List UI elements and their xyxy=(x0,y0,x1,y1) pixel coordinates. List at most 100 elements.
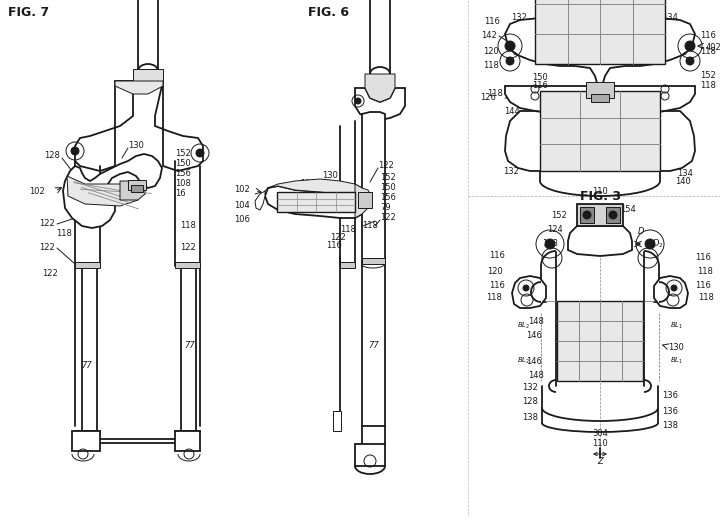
Text: 116: 116 xyxy=(489,281,505,290)
Text: 120: 120 xyxy=(483,46,499,56)
Polygon shape xyxy=(512,276,546,308)
Text: 108: 108 xyxy=(175,179,191,188)
Circle shape xyxy=(196,149,204,157)
Text: 152: 152 xyxy=(700,72,716,80)
Text: FIG. 8: FIG. 8 xyxy=(580,5,621,18)
Polygon shape xyxy=(505,18,695,89)
Polygon shape xyxy=(255,191,265,210)
Text: 122: 122 xyxy=(380,214,396,222)
Polygon shape xyxy=(265,186,362,218)
Polygon shape xyxy=(597,102,603,121)
Text: 132: 132 xyxy=(522,383,538,392)
Text: $BL_1$: $BL_1$ xyxy=(670,356,683,366)
Text: 102: 102 xyxy=(30,187,45,196)
Text: 116: 116 xyxy=(695,281,711,290)
Text: 77: 77 xyxy=(184,341,195,350)
Text: 116: 116 xyxy=(695,254,711,262)
Text: 140: 140 xyxy=(675,177,690,187)
Circle shape xyxy=(71,147,79,155)
Circle shape xyxy=(685,41,695,51)
Text: 118: 118 xyxy=(487,89,503,98)
Text: 118: 118 xyxy=(180,221,196,230)
Text: 132: 132 xyxy=(503,167,519,176)
Text: Z: Z xyxy=(597,457,603,466)
Text: 118: 118 xyxy=(700,82,716,90)
Bar xyxy=(586,82,614,98)
Bar xyxy=(333,411,341,431)
Bar xyxy=(133,69,163,81)
Text: 118: 118 xyxy=(698,294,714,302)
Text: 122: 122 xyxy=(40,219,55,228)
Circle shape xyxy=(505,41,515,51)
Bar xyxy=(591,94,609,102)
Text: 128: 128 xyxy=(522,397,538,406)
Text: 304: 304 xyxy=(592,430,608,439)
Circle shape xyxy=(355,98,361,104)
Bar xyxy=(340,262,355,268)
Polygon shape xyxy=(72,431,100,451)
Text: 116: 116 xyxy=(484,16,500,25)
Text: 132: 132 xyxy=(511,13,527,22)
Polygon shape xyxy=(265,179,362,201)
Polygon shape xyxy=(597,89,603,108)
Polygon shape xyxy=(365,74,395,102)
Polygon shape xyxy=(505,111,695,171)
Text: 77: 77 xyxy=(81,361,92,370)
Text: 136: 136 xyxy=(545,11,561,19)
Text: 108: 108 xyxy=(587,11,603,19)
Text: 122: 122 xyxy=(180,244,196,252)
Polygon shape xyxy=(63,154,162,228)
Polygon shape xyxy=(75,81,133,171)
Text: 118: 118 xyxy=(700,46,716,56)
Text: 110: 110 xyxy=(592,440,608,449)
Text: 146: 146 xyxy=(526,357,542,366)
Text: 144: 144 xyxy=(504,106,520,116)
Text: 79: 79 xyxy=(380,204,391,213)
Text: 104: 104 xyxy=(234,201,250,210)
Polygon shape xyxy=(120,181,145,200)
Text: 118: 118 xyxy=(486,294,502,302)
Text: 77: 77 xyxy=(369,341,379,350)
Text: 122: 122 xyxy=(378,161,394,170)
Circle shape xyxy=(671,285,677,291)
Text: 152: 152 xyxy=(175,149,191,158)
Polygon shape xyxy=(355,184,372,218)
Text: 146: 146 xyxy=(526,331,542,340)
Text: 136: 136 xyxy=(630,11,646,19)
Polygon shape xyxy=(654,276,688,308)
Bar xyxy=(277,192,355,212)
Bar xyxy=(128,180,146,190)
Bar xyxy=(606,207,620,223)
Text: 130: 130 xyxy=(322,171,338,180)
Text: 150: 150 xyxy=(532,74,548,83)
Text: 156: 156 xyxy=(380,194,396,203)
Text: 116: 116 xyxy=(700,32,716,41)
Text: 138: 138 xyxy=(522,413,538,422)
Text: 118: 118 xyxy=(483,62,499,70)
Text: 118: 118 xyxy=(697,267,713,276)
Text: 118: 118 xyxy=(362,221,378,230)
Text: 108: 108 xyxy=(598,206,614,215)
Text: 116: 116 xyxy=(489,251,505,260)
Circle shape xyxy=(506,57,514,65)
Text: 130: 130 xyxy=(128,141,144,150)
Text: 152: 152 xyxy=(380,174,396,183)
Circle shape xyxy=(583,211,591,219)
Text: 122: 122 xyxy=(40,244,55,252)
Text: 142: 142 xyxy=(481,32,497,41)
Text: 138: 138 xyxy=(662,421,678,430)
Bar xyxy=(535,0,665,64)
Text: 110: 110 xyxy=(592,187,608,196)
Bar xyxy=(75,262,100,268)
Text: 150: 150 xyxy=(380,184,396,193)
Text: 136: 136 xyxy=(662,407,678,416)
Text: FIG. 6: FIG. 6 xyxy=(308,5,349,18)
Bar xyxy=(580,207,594,223)
Text: 154: 154 xyxy=(620,206,636,215)
Text: 102: 102 xyxy=(234,186,250,195)
Text: 16: 16 xyxy=(175,189,186,198)
Bar xyxy=(131,185,143,192)
Text: 122: 122 xyxy=(330,234,346,242)
Circle shape xyxy=(545,239,555,249)
Text: 116: 116 xyxy=(300,179,316,188)
